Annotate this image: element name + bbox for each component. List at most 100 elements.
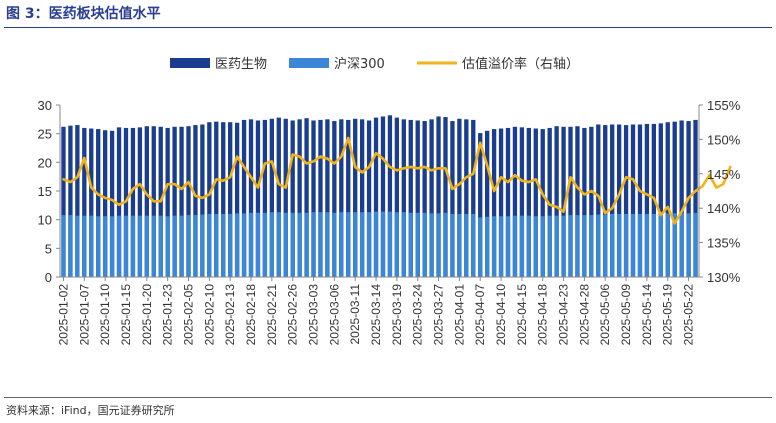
- bar-csi300: [304, 212, 309, 277]
- bar-pharma: [116, 127, 122, 277]
- x-tick-label: 2025-05-14: [640, 284, 654, 346]
- right-tick-label: 140%: [707, 201, 741, 216]
- bar-pharma: [429, 119, 434, 277]
- bar-pharma: [82, 127, 87, 278]
- x-tick-label: 2025-05-22: [682, 284, 696, 346]
- x-tick-label: 2025-05-19: [661, 284, 675, 346]
- bar-pharma: [665, 122, 670, 277]
- bar-pharma: [200, 124, 205, 278]
- bar-pharma: [318, 119, 323, 277]
- x-tick-label: 2025-04-15: [515, 284, 529, 346]
- bar-pharma: [241, 119, 247, 277]
- bar-pharma: [172, 126, 177, 277]
- bar-pharma: [408, 119, 413, 277]
- legend-swatch-bar: [170, 58, 210, 68]
- left-tick-label: 5: [45, 241, 52, 256]
- bar-csi300: [457, 213, 462, 277]
- bar-pharma: [415, 120, 420, 277]
- bar-pharma: [401, 119, 406, 277]
- x-tick-label: 2025-03-03: [307, 284, 321, 346]
- bar-pharma: [526, 127, 531, 278]
- bar-csi300: [630, 213, 636, 277]
- bar-csi300: [359, 212, 365, 277]
- x-tick-label: 2025-01-23: [161, 284, 175, 346]
- bar-csi300: [186, 215, 191, 277]
- left-tick-label: 15: [38, 184, 52, 199]
- bar-pharma: [130, 127, 136, 278]
- bar-csi300: [568, 215, 573, 277]
- x-tick-label: 2025-04-23: [557, 284, 571, 346]
- bar-csi300: [325, 212, 330, 277]
- bar-csi300: [422, 212, 427, 277]
- bar-csi300: [61, 215, 66, 277]
- bar-csi300: [193, 215, 198, 277]
- bar-csi300: [512, 215, 518, 277]
- right-tick-label: 155%: [707, 98, 741, 113]
- bar-csi300: [144, 215, 149, 277]
- bar-csi300: [262, 212, 268, 277]
- legend-swatch-bar: [289, 58, 329, 68]
- bar-pharma: [533, 128, 538, 277]
- bar-pharma: [512, 126, 518, 277]
- bar-csi300: [603, 214, 608, 277]
- bar-pharma: [519, 127, 525, 277]
- x-tick-label: 2025-03-24: [411, 284, 425, 346]
- bar-pharma: [589, 126, 594, 277]
- bar-csi300: [394, 212, 400, 277]
- x-tick-label: 2025-03-11: [348, 284, 362, 345]
- bar-pharma: [165, 127, 170, 278]
- bar-pharma: [234, 122, 240, 278]
- valuation-chart: 医药生物 沪深300 估值溢价率（右轴） 0 5 10 15 20 25 30 130% 135% 1…: [38, 56, 741, 345]
- bar-pharma: [276, 117, 281, 277]
- bar-csi300: [311, 212, 316, 277]
- bar-csi300: [665, 213, 670, 277]
- bar-csi300: [137, 215, 143, 277]
- x-tick-label: 2025-02-26: [286, 284, 300, 346]
- bar-pharma: [561, 126, 566, 277]
- bar-csi300: [283, 212, 288, 277]
- bar-csi300: [679, 213, 684, 277]
- bar-pharma: [61, 126, 66, 277]
- bar-pharma: [679, 120, 684, 277]
- title-rule: [4, 27, 772, 28]
- bar-pharma: [575, 126, 580, 278]
- bar-pharma: [540, 129, 545, 277]
- x-tick-label: 2025-03-27: [432, 284, 446, 346]
- bar-pharma: [373, 117, 379, 277]
- right-tick-label: 130%: [707, 270, 741, 285]
- bar-csi300: [547, 215, 552, 277]
- x-tick-label: 2025-02-05: [181, 284, 195, 346]
- bar-pharma: [693, 119, 698, 277]
- x-tick-label: 2025-04-28: [577, 284, 591, 346]
- source-note: 资料来源：iFind，国元证券研究所: [6, 404, 175, 417]
- bar-pharma: [471, 119, 476, 277]
- x-tick-label: 2025-02-18: [244, 284, 258, 346]
- bar-csi300: [491, 216, 497, 277]
- bar-csi300: [519, 215, 525, 277]
- bar-csi300: [498, 216, 504, 277]
- x-tick-label: 2025-04-01: [452, 284, 466, 346]
- bar-csi300: [672, 213, 677, 277]
- bar-pharma: [75, 125, 80, 277]
- bar-pharma: [380, 116, 386, 277]
- bar-csi300: [228, 213, 233, 277]
- bar-csi300: [616, 213, 622, 277]
- bar-csi300: [165, 216, 170, 277]
- bar-pharma: [332, 121, 337, 277]
- x-tick-label: 2025-02-13: [223, 284, 237, 346]
- bar-csi300: [179, 215, 184, 277]
- bar-csi300: [686, 213, 691, 277]
- x-tick-label: 2025-04-07: [473, 284, 487, 346]
- bar-csi300: [68, 215, 73, 277]
- bar-pharma: [610, 124, 615, 278]
- bar-pharma: [637, 124, 643, 278]
- bar-pharma: [186, 126, 191, 278]
- bar-pharma: [658, 123, 663, 277]
- bar-csi300: [471, 213, 476, 277]
- bar-csi300: [373, 211, 379, 277]
- bar-csi300: [623, 213, 629, 277]
- bar-pharma: [672, 121, 677, 277]
- axes: 0 5 10 15 20 25 30 130% 135% 140% 145% 150% 155% 2025…: [38, 98, 741, 345]
- bar-csi300: [89, 215, 94, 277]
- bar-csi300: [269, 212, 274, 277]
